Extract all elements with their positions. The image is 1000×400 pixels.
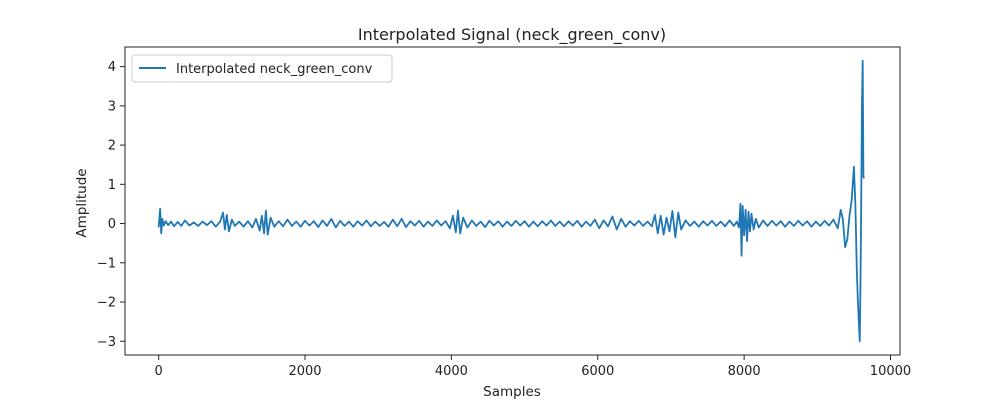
y-tick-label: 1	[108, 178, 116, 193]
plot-frame	[124, 46, 901, 356]
x-tick-label: 6000	[581, 364, 614, 379]
y-tick-label: −3	[97, 335, 116, 350]
chart-title: Interpolated Signal (neck_green_conv)	[358, 25, 666, 45]
x-tick-label: 0	[155, 364, 163, 379]
plot-area	[125, 47, 900, 355]
y-tick-label: 2	[108, 139, 116, 154]
series-line	[157, 59, 865, 343]
y-tick-label: 0	[108, 217, 116, 232]
y-tick-label: −2	[97, 296, 116, 311]
x-tick-label: 10000	[870, 364, 911, 379]
x-axis: 0 2000 4000 6000 8000 10000	[155, 355, 911, 379]
y-axis-label: Amplitude	[74, 168, 90, 237]
y-tick-label: −1	[97, 256, 116, 271]
series-layer	[157, 59, 865, 343]
y-axis: −3 −2 −1 0 1 2 3 4	[97, 60, 125, 350]
y-tick-label: 4	[108, 60, 116, 75]
legend: Interpolated neck_green_conv	[131, 54, 393, 83]
x-tick-label: 8000	[728, 364, 761, 379]
legend-entry-label: Interpolated neck_green_conv	[176, 62, 373, 77]
x-tick-label: 2000	[288, 364, 321, 379]
y-tick-label: 3	[108, 99, 116, 114]
x-axis-label: Samples	[483, 384, 541, 400]
x-tick-label: 4000	[435, 364, 468, 379]
legend-box	[131, 54, 393, 83]
